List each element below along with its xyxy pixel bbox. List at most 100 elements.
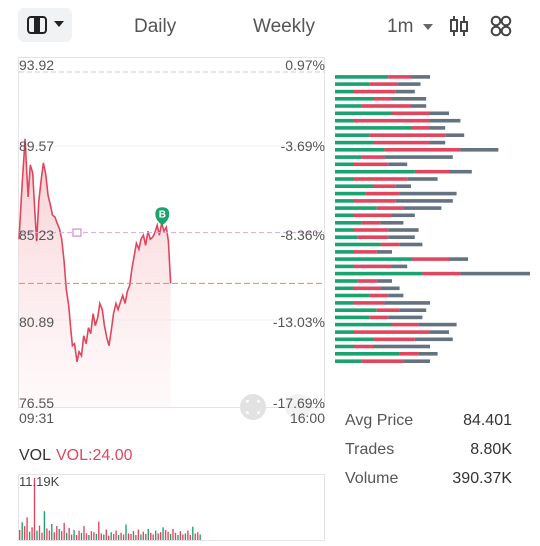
volume-bar bbox=[125, 524, 127, 540]
profile-bar-neutral bbox=[418, 352, 438, 356]
profile-bar-up bbox=[335, 301, 354, 305]
profile-bar-neutral bbox=[395, 184, 411, 188]
volume-bar bbox=[73, 530, 75, 540]
volume-bar bbox=[95, 533, 98, 540]
profile-bar-down bbox=[354, 228, 389, 232]
stat-label-avg-price: Avg Price bbox=[345, 412, 414, 429]
profile-bar-neutral bbox=[392, 213, 415, 218]
volume-bar bbox=[122, 534, 125, 540]
profile-bar-down bbox=[357, 235, 389, 239]
profile-bar-neutral bbox=[384, 301, 430, 305]
volume-bar bbox=[172, 528, 174, 540]
pct-tick-label: 0.97% bbox=[285, 57, 325, 73]
volume-bar bbox=[103, 534, 105, 540]
profile-bar-neutral bbox=[399, 308, 427, 312]
profile-bar-up bbox=[335, 184, 373, 188]
profile-bar-up bbox=[335, 235, 358, 239]
tab-weekly[interactable]: Weekly bbox=[253, 16, 315, 37]
profile-bar-up bbox=[335, 169, 415, 174]
profile-bar-up bbox=[335, 126, 411, 130]
profile-bar-up bbox=[335, 213, 354, 218]
profile-bar-down bbox=[369, 293, 389, 298]
profile-bar-neutral bbox=[407, 177, 438, 181]
profile-bar-up bbox=[335, 82, 370, 86]
volume-bar bbox=[90, 531, 93, 540]
volume-bar bbox=[100, 533, 102, 540]
volume-bar bbox=[179, 531, 182, 540]
volume-bar bbox=[199, 534, 201, 540]
profile-bar-down bbox=[354, 162, 389, 167]
x-tick-label: 09:31 bbox=[19, 410, 55, 426]
volume-chart[interactable] bbox=[0, 472, 340, 546]
candlestick-icon[interactable] bbox=[449, 15, 469, 37]
profile-bar-neutral bbox=[373, 344, 430, 349]
volume-bar bbox=[140, 534, 142, 540]
volume-bar bbox=[147, 528, 149, 540]
volume-bar bbox=[197, 532, 199, 540]
profile-bar-down bbox=[354, 250, 377, 254]
pct-tick-label: -13.03% bbox=[272, 314, 325, 330]
stat-label-trades: Trades bbox=[345, 441, 395, 458]
profile-bar-up bbox=[335, 206, 377, 210]
volume-bar bbox=[177, 535, 179, 540]
y-tick-label: 89.57 bbox=[19, 138, 55, 154]
profile-bar-down bbox=[422, 271, 461, 276]
profile-bar-down bbox=[388, 75, 411, 79]
buy-marker-label: B bbox=[159, 210, 166, 221]
profile-bar-up bbox=[335, 155, 362, 159]
profile-bar-neutral bbox=[395, 89, 415, 94]
tab-daily[interactable]: Daily bbox=[134, 16, 177, 37]
profile-bar-down bbox=[376, 206, 404, 210]
price-line bbox=[18, 138, 172, 362]
profile-bar-up bbox=[335, 177, 354, 181]
profile-bar-neutral bbox=[399, 191, 457, 196]
volume-bar bbox=[117, 535, 120, 540]
pct-tick-label: -3.69% bbox=[280, 138, 325, 154]
profile-bar-down bbox=[369, 82, 398, 86]
y-tick-label: 93.92 bbox=[19, 57, 55, 73]
profile-bar-up bbox=[335, 315, 370, 320]
profile-bar-up bbox=[335, 133, 370, 137]
volume-profile-chart bbox=[335, 75, 530, 363]
volume-bar bbox=[189, 535, 191, 540]
volume-bar bbox=[184, 533, 187, 540]
buy-marker[interactable]: B bbox=[155, 207, 170, 226]
profile-bar-neutral bbox=[414, 337, 453, 342]
profile-bar-down bbox=[354, 213, 392, 218]
price-chart[interactable]: B bbox=[0, 50, 340, 430]
profile-bar-neutral bbox=[430, 140, 446, 145]
volume-bar bbox=[23, 526, 26, 540]
profile-bar-neutral bbox=[392, 97, 427, 101]
zoom-control[interactable] bbox=[240, 394, 311, 420]
profile-bar-down bbox=[354, 301, 385, 305]
volume-value: VOL:24.00 bbox=[56, 447, 133, 464]
profile-bar-down bbox=[384, 148, 461, 152]
profile-bar-down bbox=[354, 118, 430, 123]
profile-bar-up bbox=[335, 148, 385, 152]
stat-label-volume: Volume bbox=[345, 470, 399, 487]
volume-bar bbox=[66, 532, 68, 540]
volume-bar bbox=[43, 511, 46, 540]
profile-bar-neutral bbox=[380, 286, 400, 291]
volume-bar bbox=[194, 533, 196, 540]
grid-layout-icon[interactable] bbox=[490, 15, 512, 37]
profile-bar-neutral bbox=[418, 322, 457, 327]
profile-bar-up bbox=[335, 221, 362, 225]
profile-bar-up bbox=[335, 330, 354, 334]
profile-bar-neutral bbox=[388, 293, 404, 298]
volume-bar bbox=[41, 532, 43, 540]
profile-bar-down bbox=[369, 315, 389, 320]
chart-type-dropdown[interactable] bbox=[18, 8, 72, 42]
profile-bar-up bbox=[335, 191, 366, 196]
profile-bar-down bbox=[354, 286, 381, 291]
profile-bar-neutral bbox=[376, 250, 392, 254]
volume-bar bbox=[169, 533, 172, 540]
volume-bar bbox=[51, 523, 53, 540]
profile-bar-neutral bbox=[411, 104, 427, 108]
volume-bar bbox=[21, 522, 23, 540]
interval-selector[interactable]: 1m bbox=[387, 16, 433, 38]
profile-bar-up bbox=[335, 89, 354, 94]
volume-bar bbox=[56, 526, 58, 540]
profile-bar-up bbox=[335, 118, 354, 123]
profile-bar-neutral bbox=[411, 75, 430, 79]
